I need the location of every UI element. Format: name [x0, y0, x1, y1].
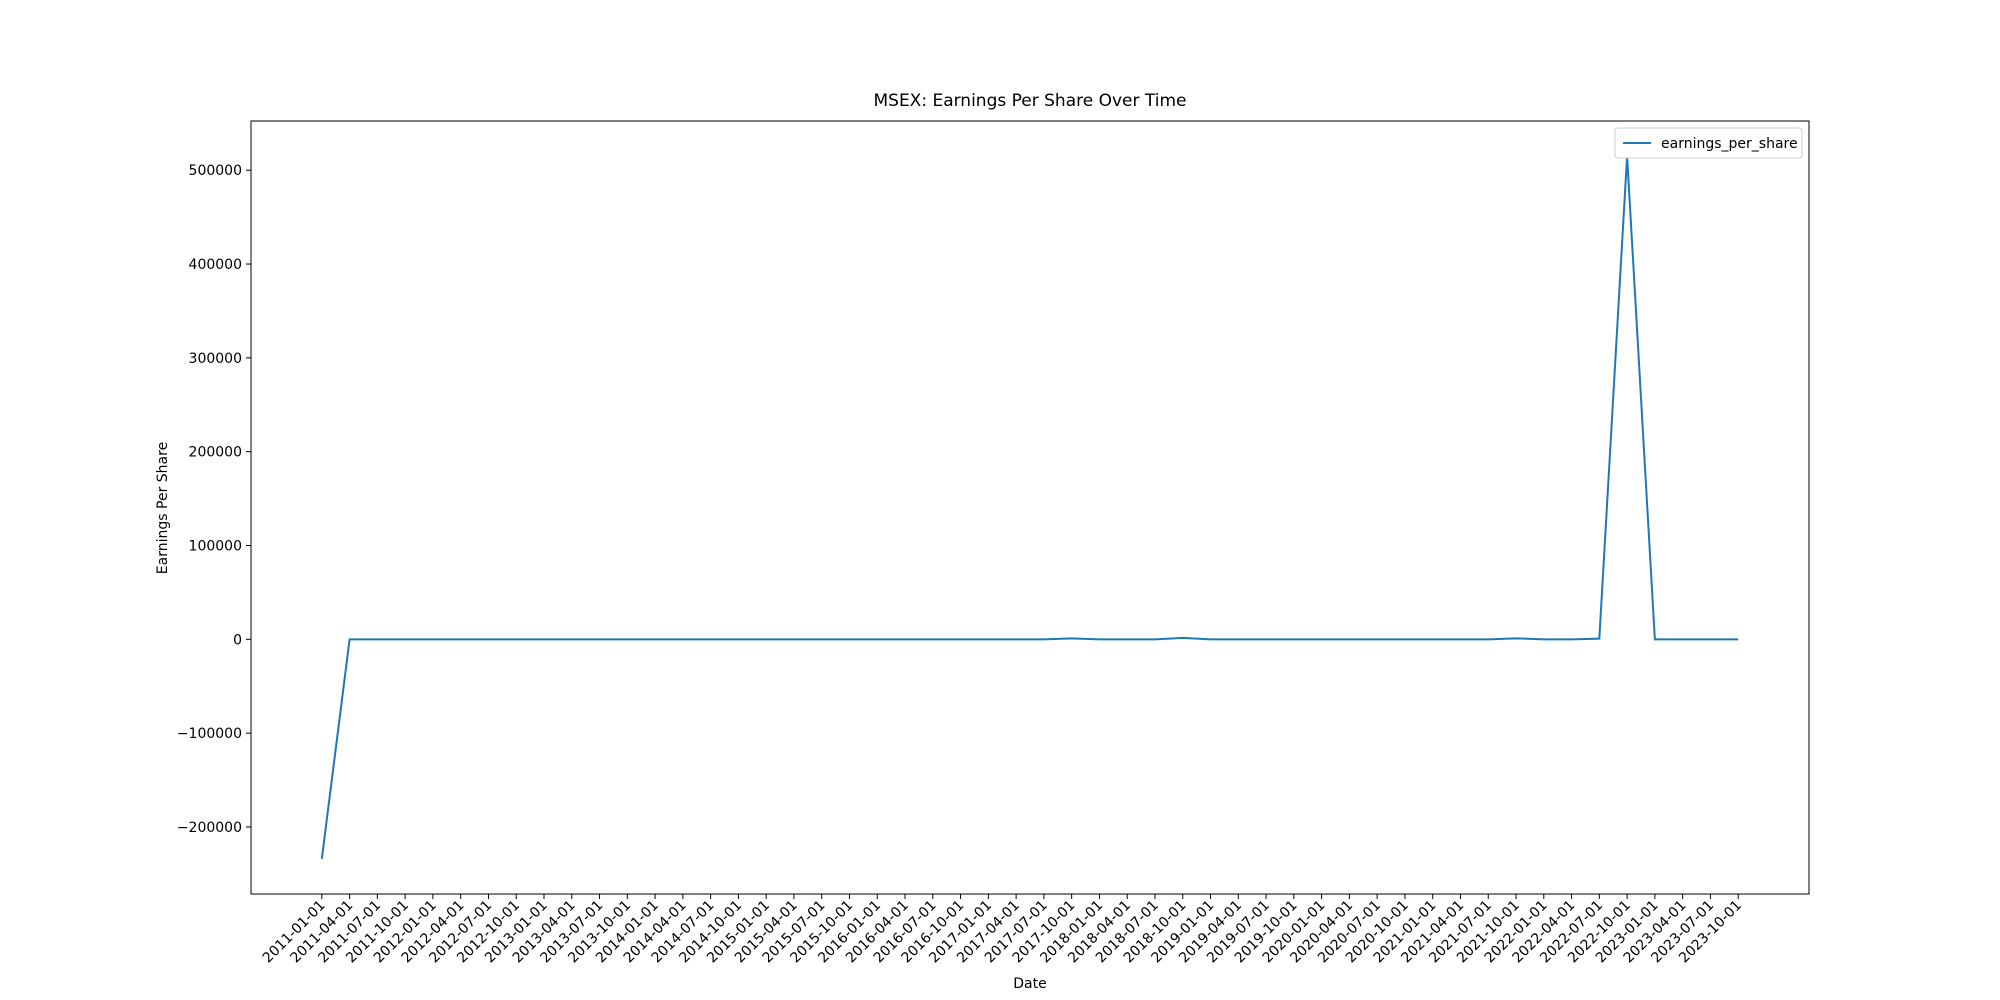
y-tick-label: −200000	[177, 820, 242, 836]
legend-box	[1614, 127, 1803, 159]
y-tick-label: 200000	[189, 445, 242, 461]
y-tick-label: 400000	[189, 257, 242, 273]
y-tick-label: 0	[233, 632, 242, 648]
y-axis-label: Earnings Per Share	[155, 442, 171, 574]
y-tick-label: 300000	[189, 351, 242, 367]
legend-label: earnings_per_share	[1661, 136, 1798, 152]
data-line	[320, 156, 1739, 859]
y-tick-label: 500000	[189, 163, 242, 179]
y-tick-label: −100000	[177, 726, 242, 742]
chart-title: MSEX: Earnings Per Share Over Time	[873, 91, 1186, 111]
y-tick-label: 100000	[189, 538, 242, 554]
x-axis-label: Date	[1013, 976, 1046, 992]
plot-frame	[250, 120, 1810, 895]
